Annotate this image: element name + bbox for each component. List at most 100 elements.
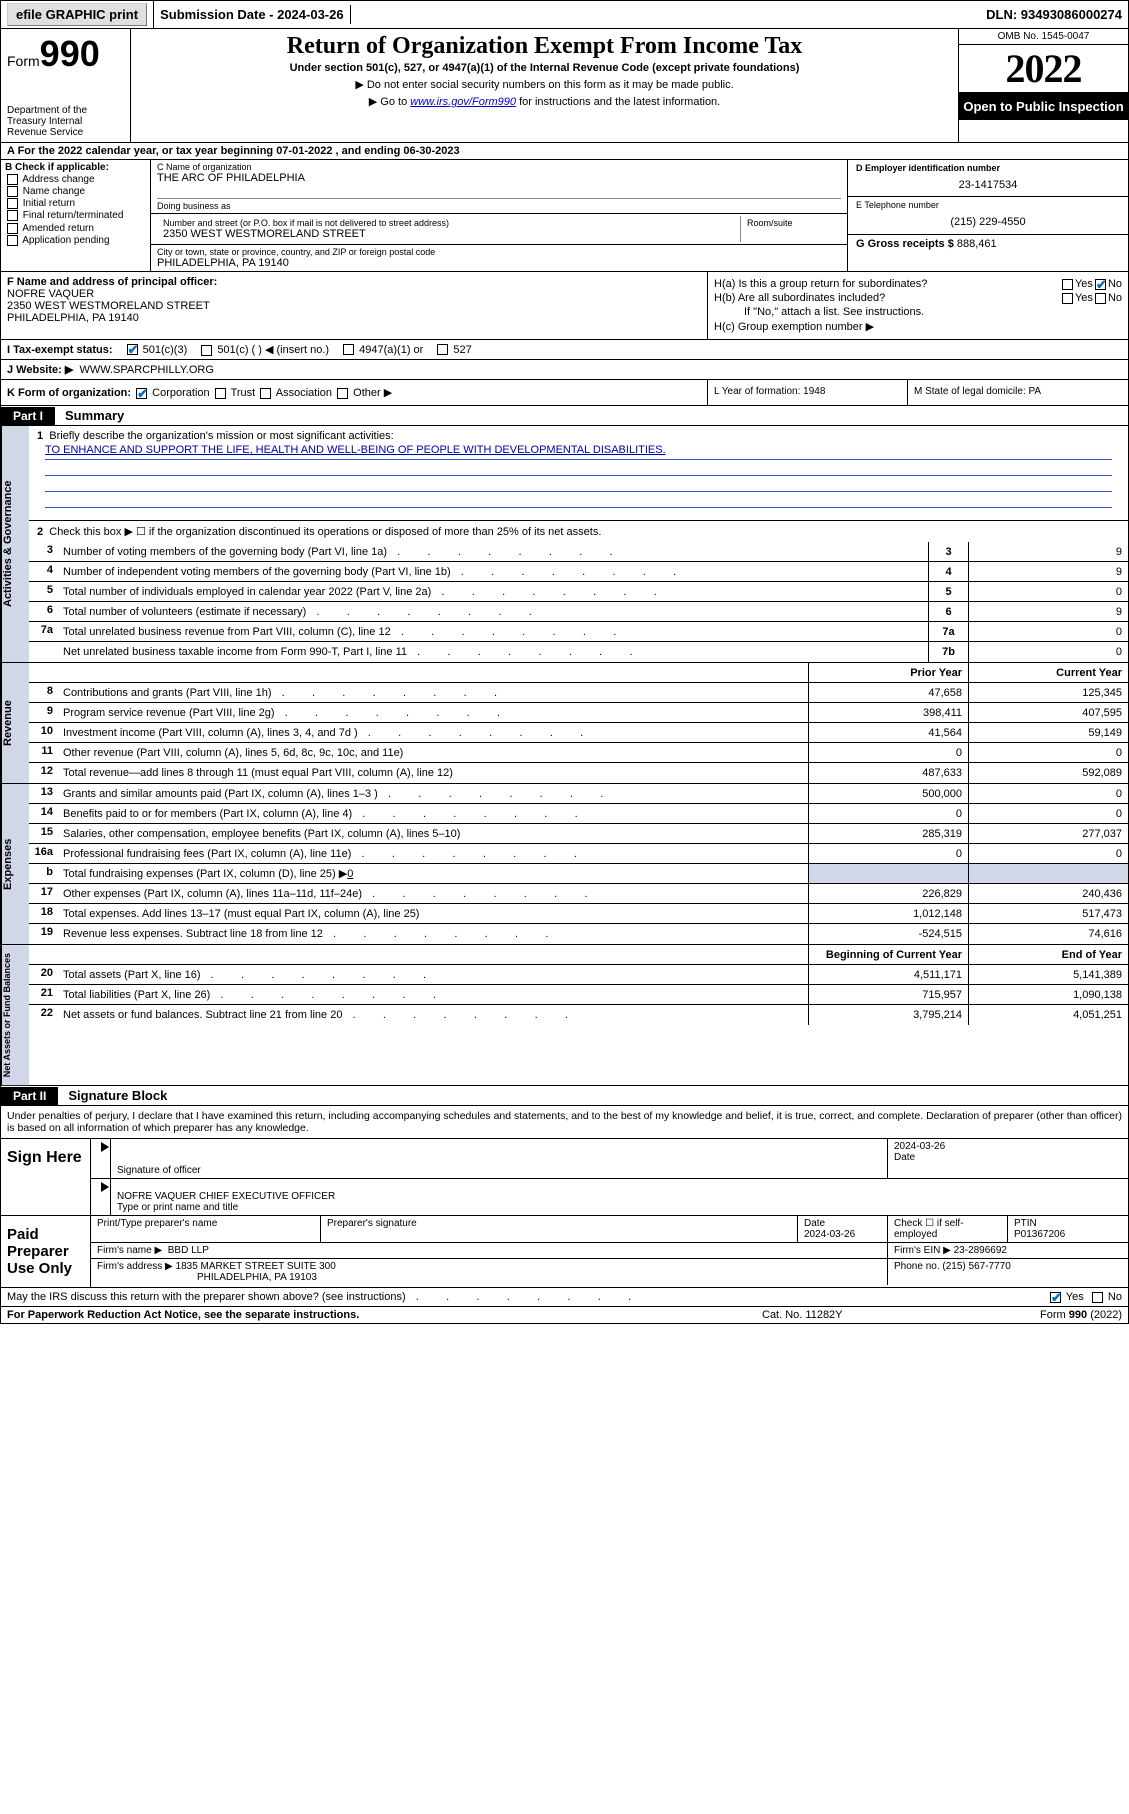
- chk-amended[interactable]: Amended return: [5, 223, 146, 234]
- chk-assoc[interactable]: [260, 388, 271, 399]
- c14: 0: [968, 804, 1128, 823]
- c10: 59,149: [968, 723, 1128, 742]
- paid-preparer-label: Paid Preparer Use Only: [1, 1216, 91, 1287]
- tab-expenses: Expenses: [1, 784, 29, 944]
- line18: Total expenses. Add lines 13–17 (must eq…: [59, 904, 808, 923]
- line7a: Total unrelated business revenue from Pa…: [59, 622, 928, 641]
- mission-text: TO ENHANCE AND SUPPORT THE LIFE, HEALTH …: [45, 444, 1112, 460]
- p11: 0: [808, 743, 968, 762]
- c8: 125,345: [968, 683, 1128, 702]
- efile-print-button[interactable]: efile GRAPHIC print: [7, 3, 147, 26]
- discuss-no[interactable]: [1092, 1292, 1103, 1303]
- dba-label: Doing business as: [157, 198, 841, 211]
- val3: 9: [968, 542, 1128, 561]
- sign-here-label: Sign Here: [1, 1139, 91, 1215]
- firm-name: BBD LLP: [168, 1245, 209, 1256]
- prep-date: 2024-03-26: [804, 1229, 881, 1240]
- chk-corp[interactable]: [136, 388, 147, 399]
- chk-501c[interactable]: [201, 345, 212, 356]
- room-label: Room/suite: [741, 216, 841, 242]
- firm-phone: (215) 567-7770: [942, 1261, 1010, 1272]
- p16a: 0: [808, 844, 968, 863]
- state-domicile: M State of legal domicile: PA: [908, 380, 1128, 405]
- hb-note: If "No," attach a list. See instructions…: [714, 306, 1122, 318]
- arrow-icon: [101, 1142, 109, 1152]
- part2-header: Part II Signature Block: [0, 1086, 1129, 1106]
- chk-name-change[interactable]: Name change: [5, 186, 146, 197]
- hb-yes[interactable]: [1062, 293, 1073, 304]
- line16a: Professional fundraising fees (Part IX, …: [59, 844, 808, 863]
- org-street: 2350 WEST WESTMORELAND STREET: [163, 228, 734, 240]
- val7a: 0: [968, 622, 1128, 641]
- line12: Total revenue—add lines 8 through 11 (mu…: [59, 763, 808, 783]
- firm-addr2: PHILADELPHIA, PA 19103: [97, 1272, 881, 1283]
- prep-name-label: Print/Type preparer's name: [91, 1216, 321, 1242]
- form-title: Return of Organization Exempt From Incom…: [139, 33, 950, 60]
- line1-label: Briefly describe the organization's miss…: [49, 430, 393, 442]
- ha-yes[interactable]: [1062, 279, 1073, 290]
- chk-initial-return[interactable]: Initial return: [5, 198, 146, 209]
- form-subtitle: Under section 501(c), 527, or 4947(a)(1)…: [139, 62, 950, 74]
- chk-address-change[interactable]: Address change: [5, 174, 146, 185]
- discuss-row: May the IRS discuss this return with the…: [0, 1288, 1129, 1307]
- firm-ein: 23-2896692: [954, 1245, 1007, 1256]
- telephone: (215) 229-4550: [856, 216, 1120, 228]
- arrow-icon: [101, 1182, 109, 1192]
- tab-revenue: Revenue: [1, 663, 29, 783]
- chk-527[interactable]: [437, 344, 448, 355]
- paid-preparer-block: Paid Preparer Use Only Print/Type prepar…: [0, 1216, 1129, 1288]
- footer: For Paperwork Reduction Act Notice, see …: [0, 1307, 1129, 1324]
- netassets-section: Net Assets or Fund Balances Beginning of…: [0, 945, 1129, 1086]
- hb-no[interactable]: [1095, 293, 1106, 304]
- line10: Investment income (Part VIII, column (A)…: [59, 723, 808, 742]
- org-name: THE ARC OF PHILADELPHIA: [157, 172, 841, 184]
- c9: 407,595: [968, 703, 1128, 722]
- line22: Net assets or fund balances. Subtract li…: [59, 1005, 808, 1025]
- officer-sig-label: Signature of officer: [117, 1165, 881, 1176]
- revenue-section: Revenue Prior YearCurrent Year 8Contribu…: [0, 663, 1129, 784]
- row-klm: K Form of organization: Corporation Trus…: [0, 380, 1129, 406]
- city-label: City or town, state or province, country…: [157, 247, 841, 257]
- c18: 517,473: [968, 904, 1128, 923]
- chk-4947[interactable]: [343, 344, 354, 355]
- e21: 1,090,138: [968, 985, 1128, 1004]
- website: WWW.SPARCPHILLY.ORG: [79, 364, 213, 376]
- line3: Number of voting members of the governin…: [59, 542, 928, 561]
- p13: 500,000: [808, 784, 968, 803]
- hdr-begin: Beginning of Current Year: [808, 945, 968, 964]
- c13: 0: [968, 784, 1128, 803]
- chk-app-pending[interactable]: Application pending: [5, 235, 146, 246]
- line14: Benefits paid to or for members (Part IX…: [59, 804, 808, 823]
- sig-declaration: Under penalties of perjury, I declare th…: [0, 1106, 1129, 1139]
- gross-receipts: 888,461: [957, 238, 997, 250]
- firm-phone-label: Phone no.: [894, 1261, 940, 1272]
- chk-trust[interactable]: [215, 388, 226, 399]
- form-number: 990: [40, 33, 100, 74]
- footer-left: For Paperwork Reduction Act Notice, see …: [7, 1309, 762, 1321]
- irs-link[interactable]: www.irs.gov/Form990: [410, 96, 516, 108]
- discuss-yes[interactable]: [1050, 1292, 1061, 1303]
- ha-no[interactable]: [1095, 279, 1106, 290]
- p17: 226,829: [808, 884, 968, 903]
- b20: 4,511,171: [808, 965, 968, 984]
- hdr-prior: Prior Year: [808, 663, 968, 682]
- line2-label: Check this box ▶ ☐ if the organization d…: [49, 526, 601, 538]
- firm-addr1: 1835 MARKET STREET SUITE 300: [176, 1261, 336, 1272]
- chk-501c3[interactable]: [127, 344, 138, 355]
- submission-date: Submission Date - 2024-03-26: [154, 5, 351, 24]
- chk-final-return[interactable]: Final return/terminated: [5, 210, 146, 221]
- ptin: P01367206: [1014, 1229, 1122, 1240]
- box-b: B Check if applicable: Address change Na…: [1, 160, 151, 271]
- line19: Revenue less expenses. Subtract line 18 …: [59, 924, 808, 944]
- p19: -524,515: [808, 924, 968, 944]
- b22: 3,795,214: [808, 1005, 968, 1025]
- chk-other[interactable]: [337, 388, 348, 399]
- officer-city: PHILADELPHIA, PA 19140: [7, 312, 701, 324]
- c15: 277,037: [968, 824, 1128, 843]
- tab-activities: Activities & Governance: [1, 426, 29, 662]
- val6: 9: [968, 602, 1128, 621]
- line9: Program service revenue (Part VIII, line…: [59, 703, 808, 722]
- row-j: J Website: ▶ WWW.SPARCPHILLY.ORG: [0, 360, 1129, 380]
- addr-label: Number and street (or P.O. box if mail i…: [163, 218, 734, 228]
- val4: 9: [968, 562, 1128, 581]
